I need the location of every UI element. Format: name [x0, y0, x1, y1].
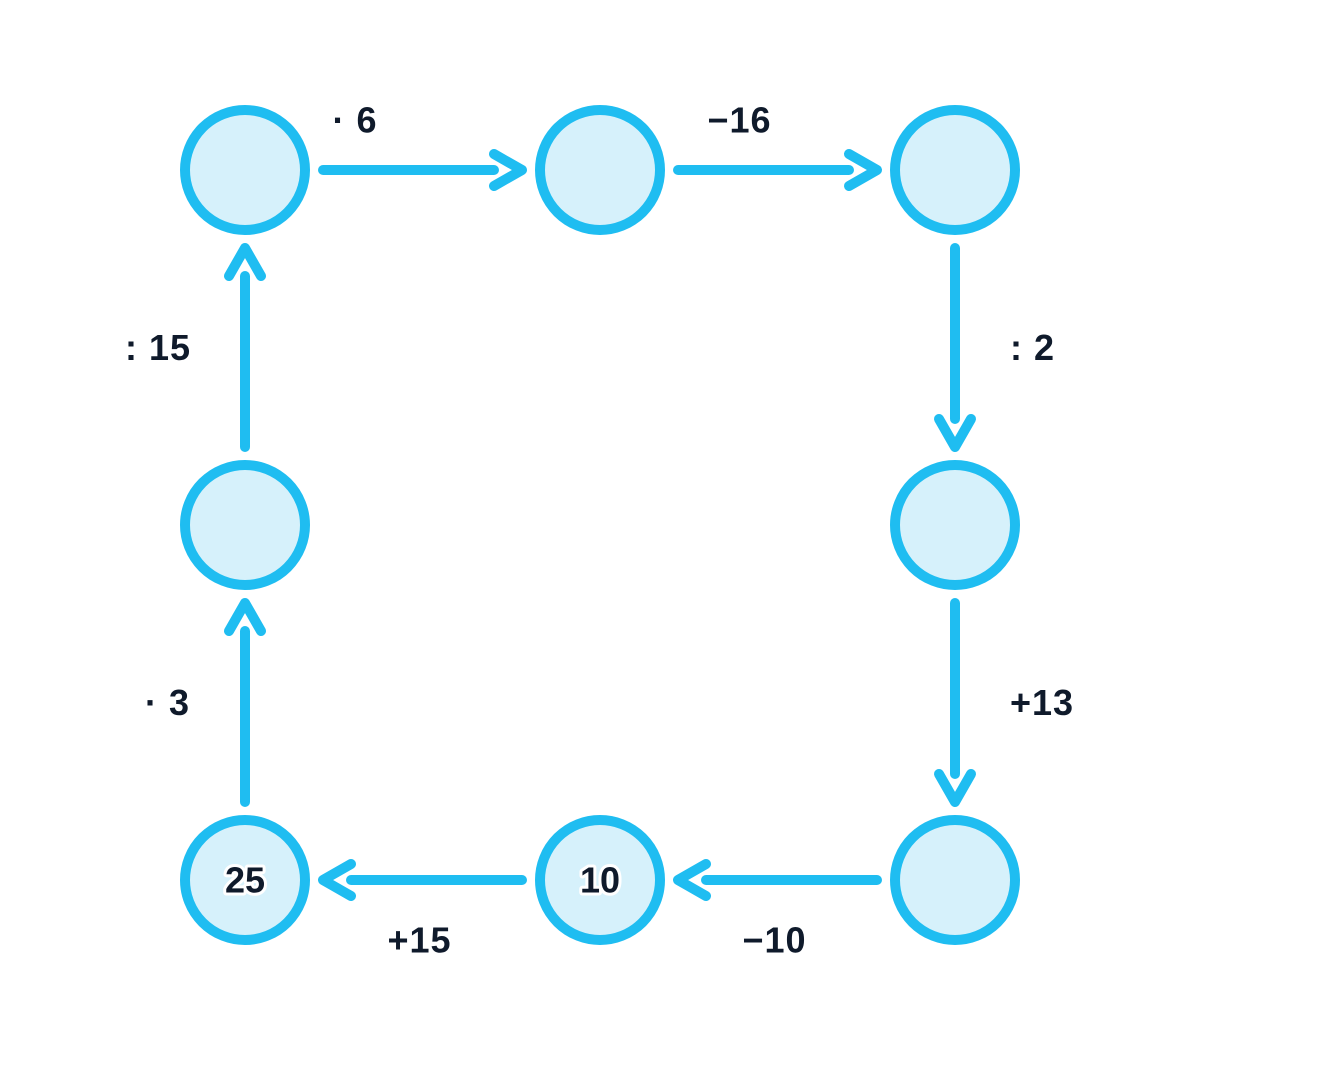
node: 10 — [540, 820, 660, 940]
edge-label: −16 — [708, 100, 772, 141]
operation-cycle-diagram: · 6 −16 : 2 +13 −10 +15 · 3 : 15 10 25 — [0, 0, 1320, 1092]
node: 25 — [185, 820, 305, 940]
edge-label: −10 — [743, 920, 807, 961]
node-label: 25 — [225, 860, 265, 901]
node-label: 10 — [580, 860, 620, 901]
edge-label: +15 — [388, 920, 452, 961]
node — [895, 110, 1015, 230]
edge-label: · 6 — [333, 100, 378, 141]
node — [185, 110, 305, 230]
edge-label: : 15 — [125, 327, 191, 368]
node — [895, 820, 1015, 940]
node — [185, 465, 305, 585]
node — [540, 110, 660, 230]
edge-label: +13 — [1010, 682, 1074, 723]
edge-label: : 2 — [1010, 327, 1055, 368]
node — [895, 465, 1015, 585]
edge-label: · 3 — [145, 682, 190, 723]
